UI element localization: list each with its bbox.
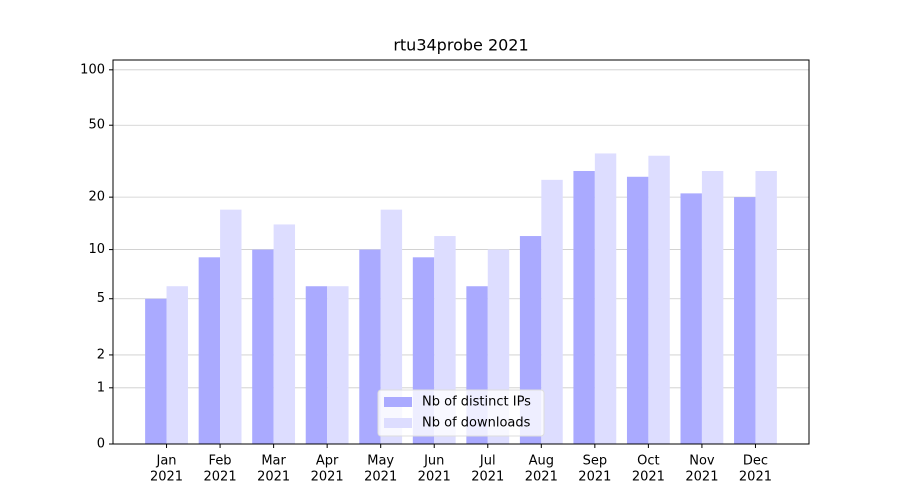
bar xyxy=(198,257,221,444)
bar xyxy=(573,170,595,444)
bar xyxy=(734,197,756,444)
legend-label: Nb of downloads xyxy=(422,416,531,431)
x-tick-label: Sep xyxy=(583,454,608,469)
x-tick-label: 2021 xyxy=(311,470,344,485)
x-tick-label: Nov xyxy=(689,454,715,469)
x-tick-label: 2021 xyxy=(525,470,558,485)
bar xyxy=(541,179,563,445)
y-tick-label: 50 xyxy=(88,118,105,133)
x-tick-label: Mar xyxy=(261,454,286,469)
plot-frame xyxy=(112,59,810,445)
x-tick-label: Apr xyxy=(316,454,339,469)
legend-label: Nb of distinct IPs xyxy=(422,395,531,410)
y-tick-label: 1 xyxy=(97,380,105,395)
x-tick-label: 2021 xyxy=(364,470,397,485)
bar xyxy=(305,286,328,444)
legend-box xyxy=(377,389,545,437)
bar xyxy=(701,170,724,444)
x-tick-label: Jan xyxy=(156,454,177,469)
x-tick-label: 2021 xyxy=(204,470,237,485)
x-tick-label: 2021 xyxy=(471,470,504,485)
x-tick-label: Jul xyxy=(479,454,496,469)
y-tick-label: 100 xyxy=(80,62,105,77)
x-tick-label: 2021 xyxy=(685,470,718,485)
x-tick-label: 2021 xyxy=(578,470,611,485)
chart-title: rtu34probe 2021 xyxy=(393,36,528,55)
y-tick-label: 0 xyxy=(97,437,105,452)
x-tick-label: Feb xyxy=(209,454,232,469)
bar xyxy=(380,209,403,444)
x-tick-label: Oct xyxy=(637,454,659,469)
bar xyxy=(273,224,296,444)
x-tick-label: Aug xyxy=(529,454,554,469)
x-tick-label: 2021 xyxy=(150,470,183,485)
bar xyxy=(648,155,670,445)
bar xyxy=(220,209,242,444)
bar xyxy=(252,249,274,444)
x-tick-label: 2021 xyxy=(418,470,451,485)
x-tick-label: Dec xyxy=(743,454,768,469)
bar xyxy=(680,193,702,444)
bar xyxy=(626,176,649,444)
bar xyxy=(594,153,617,444)
y-tick-label: 20 xyxy=(88,190,105,205)
bar xyxy=(755,170,777,444)
legend-swatch xyxy=(384,397,412,407)
bar xyxy=(359,249,381,444)
legend-swatch xyxy=(384,418,412,428)
x-tick-label: Jun xyxy=(423,454,444,469)
bar xyxy=(145,298,167,444)
x-tick-label: 2021 xyxy=(739,470,772,485)
x-tick-label: 2021 xyxy=(632,470,665,485)
bar xyxy=(327,286,349,444)
bar xyxy=(166,286,188,444)
x-tick-label: 2021 xyxy=(257,470,290,485)
y-tick-label: 2 xyxy=(97,347,105,362)
x-tick-label: May xyxy=(367,454,394,469)
y-tick-label: 5 xyxy=(97,291,105,306)
y-tick-label: 10 xyxy=(88,242,105,257)
